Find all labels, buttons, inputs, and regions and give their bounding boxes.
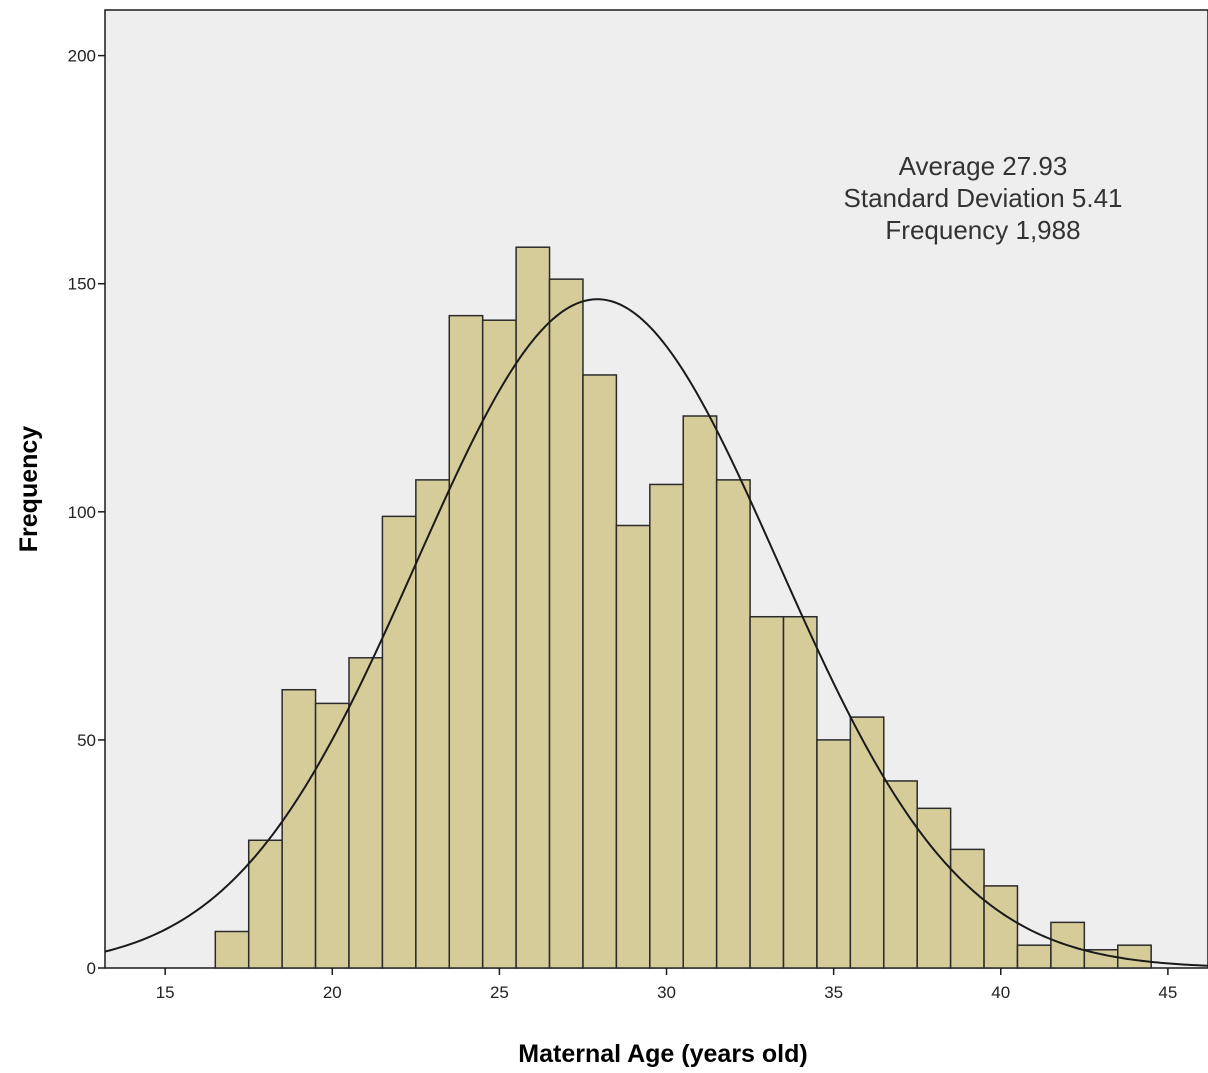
histogram-bar	[782, 615, 818, 969]
y-tick-label: 0	[87, 959, 96, 978]
histogram-bar	[749, 615, 785, 969]
histogram-bar	[849, 716, 885, 969]
x-tick-label: 45	[1158, 983, 1177, 1002]
histogram-bar	[448, 314, 484, 969]
x-tick-label: 20	[323, 983, 342, 1002]
annotation-standard-deviation: Standard Deviation 5.41	[844, 183, 1123, 213]
histogram-bar	[983, 885, 1019, 969]
histogram-bar	[214, 930, 250, 969]
histogram-bar	[381, 515, 417, 969]
histogram-bar	[281, 688, 317, 969]
y-tick-label: 50	[77, 731, 96, 750]
x-axis-title: Maternal Age (years old)	[518, 1040, 807, 1068]
histogram-bar	[582, 374, 618, 969]
x-tick-label: 15	[156, 983, 175, 1002]
annotation-frequency: Frequency 1,988	[885, 215, 1080, 245]
histogram-bar	[247, 839, 283, 969]
annotation-average: Average 27.93	[899, 151, 1068, 181]
x-tick-label: 40	[991, 983, 1010, 1002]
histogram-bar	[883, 780, 918, 969]
histogram-bar	[816, 739, 852, 969]
histogram-bar	[1016, 944, 1052, 969]
y-tick-label: 100	[68, 503, 96, 522]
histogram-bar	[949, 848, 985, 969]
histogram-bar	[515, 246, 551, 969]
y-axis-title: Frequency	[15, 426, 43, 553]
x-tick-label: 25	[490, 983, 509, 1002]
histogram-bar	[348, 657, 384, 969]
axes: 0 50 100 150 200 15 20 25 30 35 40 45	[68, 47, 1178, 1002]
bars	[214, 246, 1152, 969]
histogram-bar	[649, 483, 684, 969]
x-tick-label: 35	[824, 983, 843, 1002]
x-tick-label: 30	[657, 983, 676, 1002]
histogram-bar	[615, 524, 651, 969]
histogram-bar	[548, 278, 584, 969]
histogram-bar	[916, 807, 952, 969]
histogram-bar	[481, 319, 517, 969]
y-tick-label: 150	[68, 275, 96, 294]
histogram-bar	[715, 479, 751, 969]
histogram-bar	[1117, 944, 1152, 969]
normal-curve	[104, 298, 1208, 967]
summary-annotation: Average 27.93 Standard Deviation 5.41 Fr…	[844, 151, 1123, 245]
histogram-bar	[314, 702, 350, 969]
histogram-bar	[682, 415, 718, 969]
y-tick-label: 200	[68, 47, 96, 66]
